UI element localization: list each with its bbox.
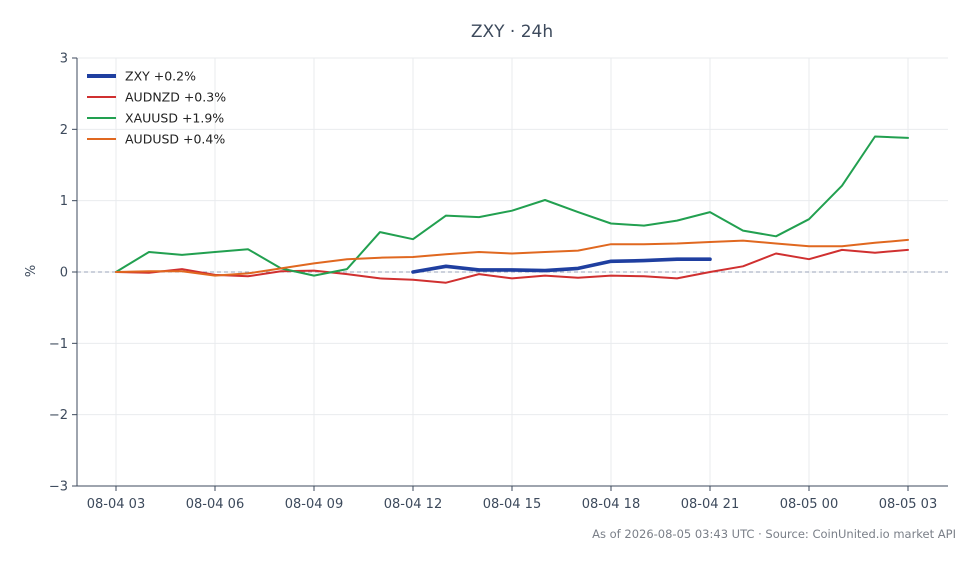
x-tick-label: 08-04 15: [483, 497, 541, 512]
y-tick-label: −2: [49, 408, 68, 423]
y-tick-label: 2: [60, 123, 68, 138]
y-tick-label: 3: [60, 52, 68, 67]
x-tick-label: 08-04 12: [384, 497, 442, 512]
x-tick-label: 08-04 03: [87, 497, 145, 512]
series-line-audnzd: [115, 248, 909, 284]
series-line-audusd: [115, 238, 909, 277]
y-tick-label: 0: [60, 266, 68, 281]
footer-source-note: As of 2026-08-05 03:43 UTC · Source: Coi…: [592, 527, 956, 541]
chart-title: ZXY · 24h: [471, 22, 553, 42]
series-lines: [115, 135, 909, 284]
legend-label-zxy: ZXY +0.2%: [125, 69, 196, 84]
legend: ZXY +0.2% AUDNZD +0.3% XAUUSD +1.9% AUDUSD …: [87, 69, 226, 147]
legend-label-xauusd: XAUUSD +1.9%: [125, 111, 224, 126]
x-tick-label: 08-04 18: [582, 497, 640, 512]
x-tick-label: 08-04 09: [285, 497, 343, 512]
y-tick-label: −3: [49, 480, 68, 495]
y-tick-label: 1: [60, 194, 68, 209]
series-line-zxy: [411, 257, 712, 274]
legend-label-audnzd: AUDNZD +0.3%: [125, 90, 226, 105]
legend-label-audusd: AUDUSD +0.4%: [125, 132, 225, 147]
y-tick-label: −1: [49, 337, 68, 352]
x-tick-label: 08-04 21: [681, 497, 739, 512]
series-line-xauusd: [115, 135, 909, 277]
axes: 3 2 1 0 −1 −2 −3 08-04 03 08-04 06 08-04 09 08-04 …: [49, 52, 948, 512]
x-tick-label: 08-04 06: [186, 497, 244, 512]
x-tick-label: 08-05 03: [879, 497, 937, 512]
y-axis-label: %: [24, 265, 39, 277]
x-tick-label: 08-05 00: [780, 497, 838, 512]
